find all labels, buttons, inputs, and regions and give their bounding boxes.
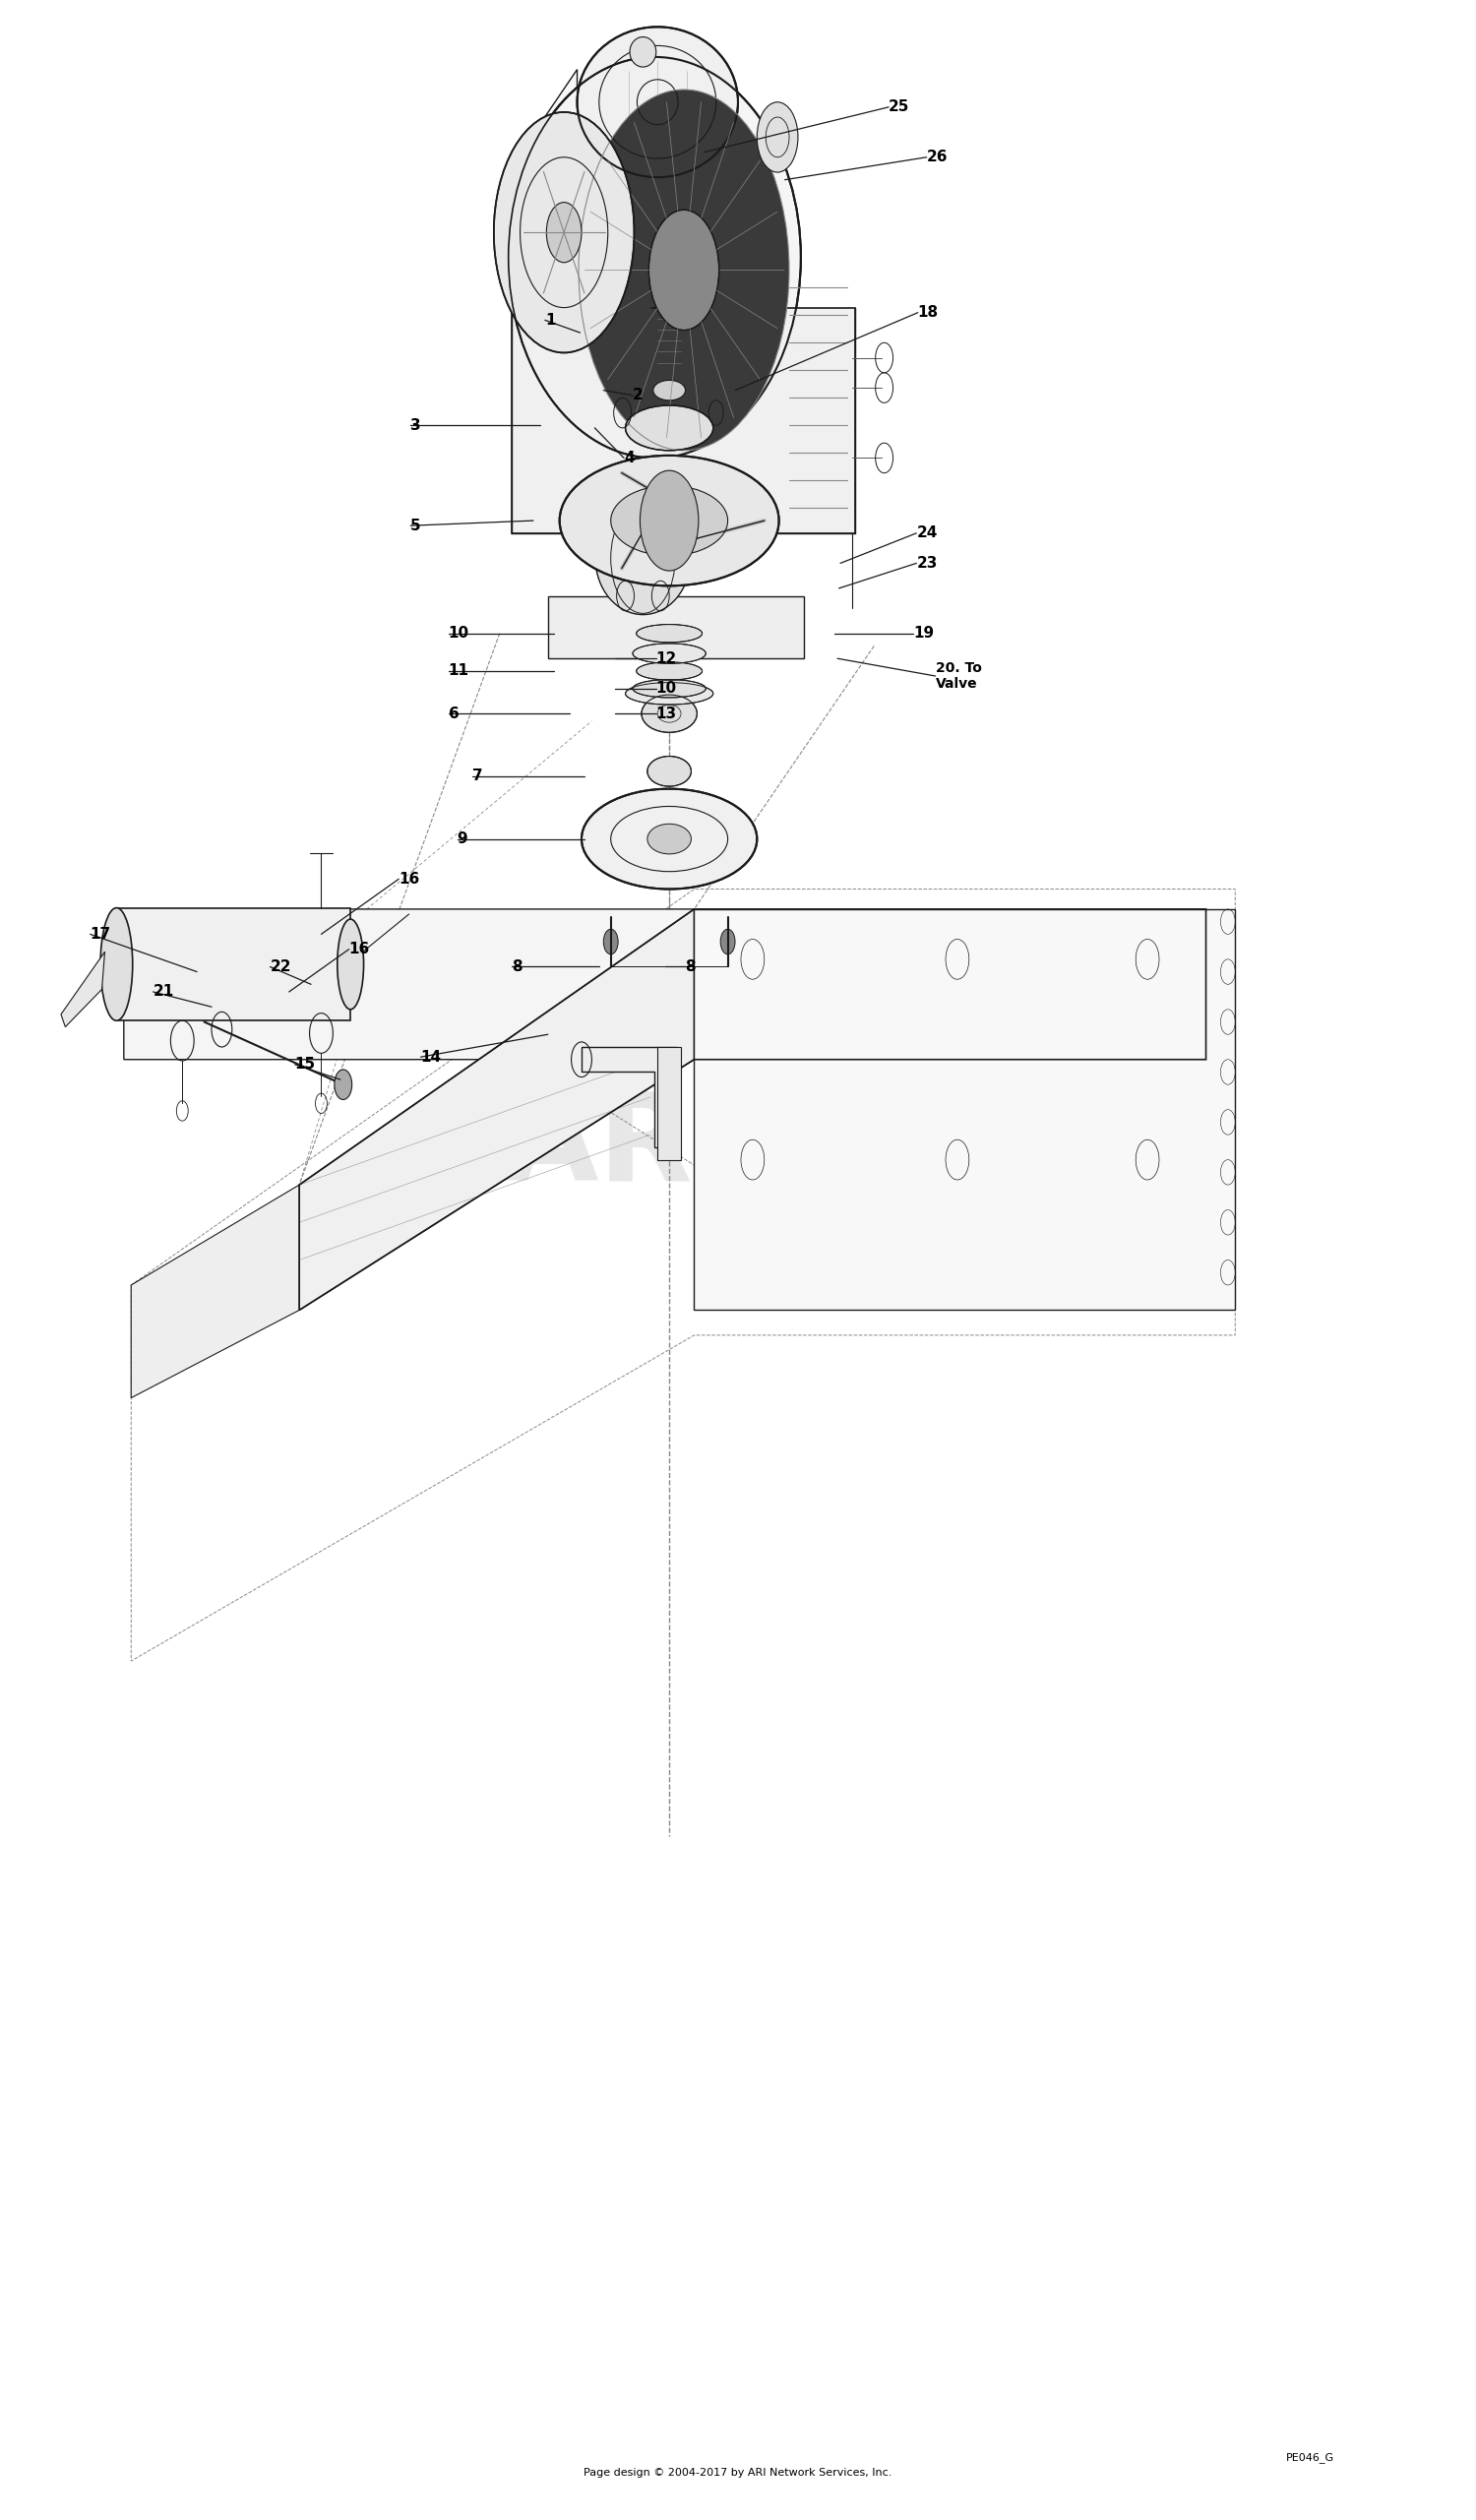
- Text: 4: 4: [624, 451, 635, 466]
- Polygon shape: [582, 1046, 676, 1147]
- Text: 7: 7: [472, 769, 483, 784]
- Text: PE046_G: PE046_G: [1287, 2452, 1334, 2462]
- Text: 20. To
Valve: 20. To Valve: [936, 660, 982, 690]
- Text: 26: 26: [927, 149, 948, 164]
- Text: 10: 10: [657, 680, 677, 696]
- Text: 24: 24: [917, 527, 937, 542]
- Ellipse shape: [508, 58, 801, 459]
- Text: 8: 8: [511, 960, 523, 975]
- Ellipse shape: [577, 28, 738, 176]
- Text: 23: 23: [917, 557, 937, 570]
- Text: 25: 25: [889, 101, 909, 113]
- Ellipse shape: [626, 406, 713, 451]
- Circle shape: [641, 471, 698, 570]
- Ellipse shape: [633, 680, 706, 698]
- Text: 17: 17: [90, 927, 111, 942]
- Ellipse shape: [654, 381, 685, 401]
- Ellipse shape: [611, 486, 728, 557]
- Text: 9: 9: [458, 832, 468, 847]
- Circle shape: [579, 91, 790, 451]
- Ellipse shape: [636, 625, 703, 643]
- Ellipse shape: [582, 789, 757, 890]
- Ellipse shape: [338, 920, 363, 1011]
- Text: 16: 16: [348, 942, 370, 958]
- Text: 15: 15: [295, 1056, 316, 1071]
- Polygon shape: [131, 1184, 300, 1399]
- Polygon shape: [694, 910, 1235, 1310]
- Text: 5: 5: [410, 519, 421, 534]
- Text: 6: 6: [449, 706, 459, 721]
- Text: 19: 19: [914, 625, 934, 640]
- Circle shape: [649, 209, 719, 330]
- Ellipse shape: [642, 696, 697, 733]
- Text: ARI: ARI: [503, 1089, 739, 1207]
- Text: 18: 18: [918, 305, 939, 320]
- Ellipse shape: [630, 38, 657, 68]
- Polygon shape: [548, 595, 804, 658]
- Polygon shape: [61, 953, 105, 1028]
- Ellipse shape: [595, 501, 691, 615]
- Ellipse shape: [559, 456, 779, 585]
- Polygon shape: [117, 907, 350, 1021]
- Text: 8: 8: [685, 960, 695, 975]
- Circle shape: [757, 103, 799, 171]
- Polygon shape: [300, 910, 694, 1310]
- Text: 2: 2: [633, 388, 644, 403]
- Circle shape: [335, 1068, 351, 1099]
- Circle shape: [604, 930, 618, 955]
- Ellipse shape: [648, 824, 691, 854]
- Text: Page design © 2004-2017 by ARI Network Services, Inc.: Page design © 2004-2017 by ARI Network S…: [584, 2467, 892, 2477]
- Text: 10: 10: [449, 625, 469, 640]
- Circle shape: [720, 930, 735, 955]
- Ellipse shape: [626, 683, 713, 706]
- Polygon shape: [511, 307, 855, 534]
- Polygon shape: [660, 307, 677, 363]
- Text: 21: 21: [154, 985, 174, 1000]
- Circle shape: [494, 111, 635, 353]
- Text: 13: 13: [657, 706, 677, 721]
- Ellipse shape: [100, 907, 133, 1021]
- Ellipse shape: [633, 643, 706, 663]
- Ellipse shape: [636, 663, 703, 680]
- Text: 12: 12: [657, 650, 677, 665]
- Polygon shape: [124, 910, 694, 1058]
- Text: 22: 22: [270, 960, 291, 975]
- Polygon shape: [658, 1046, 680, 1159]
- Text: 11: 11: [449, 663, 469, 678]
- Ellipse shape: [648, 756, 691, 786]
- Text: 14: 14: [421, 1051, 441, 1063]
- Polygon shape: [525, 71, 577, 181]
- Text: 1: 1: [545, 312, 555, 328]
- Circle shape: [546, 202, 582, 262]
- Text: 16: 16: [399, 872, 419, 887]
- Text: 3: 3: [410, 418, 421, 433]
